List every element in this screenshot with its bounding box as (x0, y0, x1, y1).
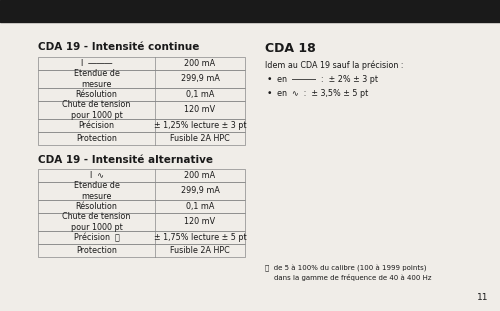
Text: Précision  ⓘ: Précision ⓘ (74, 233, 120, 242)
Text: Résolution: Résolution (76, 90, 118, 99)
Text: •: • (267, 75, 272, 84)
Text: 200 mA: 200 mA (184, 171, 216, 180)
Text: CDA 19 - Intensité continue: CDA 19 - Intensité continue (38, 42, 200, 52)
Text: Idem au CDA 19 sauf la précision :: Idem au CDA 19 sauf la précision : (265, 60, 404, 69)
Bar (38, 101, 245, 119)
Text: CDA 19 - Intensité alternative: CDA 19 - Intensité alternative (38, 155, 213, 165)
Text: 299,9 mA: 299,9 mA (180, 187, 220, 196)
Text: CDA 18: CDA 18 (265, 42, 316, 55)
Text: I  ―――: I ――― (81, 59, 112, 68)
Text: en  ―――  :  ± 2% ± 3 pt: en ――― : ± 2% ± 3 pt (277, 75, 378, 84)
Bar (38, 57, 245, 70)
Text: Chute de tension
pour 1000 pt: Chute de tension pour 1000 pt (62, 100, 130, 120)
Text: •: • (267, 89, 272, 98)
Text: Fusible 2A HPC: Fusible 2A HPC (170, 134, 230, 143)
Text: 120 mV: 120 mV (184, 105, 216, 114)
Text: ± 1,75% lecture ± 5 pt: ± 1,75% lecture ± 5 pt (154, 233, 246, 242)
Bar (38, 182, 245, 200)
Text: 120 mV: 120 mV (184, 217, 216, 226)
Bar (38, 200, 245, 213)
Text: dans la gamme de fréquence de 40 à 400 Hz: dans la gamme de fréquence de 40 à 400 H… (265, 274, 432, 281)
Text: 0,1 mA: 0,1 mA (186, 202, 214, 211)
Bar (38, 70, 245, 88)
Bar (38, 213, 245, 231)
Bar (38, 88, 245, 101)
Text: Fusible 2A HPC: Fusible 2A HPC (170, 246, 230, 255)
Text: I  ∿: I ∿ (90, 171, 104, 180)
Text: 299,9 mA: 299,9 mA (180, 75, 220, 83)
Text: Protection: Protection (76, 134, 117, 143)
Text: ⓘ  de 5 à 100% du calibre (100 à 1999 points): ⓘ de 5 à 100% du calibre (100 à 1999 poi… (265, 265, 426, 272)
Bar (38, 169, 245, 182)
Bar (38, 231, 245, 244)
Bar (38, 119, 245, 132)
Text: 0,1 mA: 0,1 mA (186, 90, 214, 99)
Text: Résolution: Résolution (76, 202, 118, 211)
Bar (0, 0, 500, 22)
Text: Chute de tension
pour 1000 pt: Chute de tension pour 1000 pt (62, 212, 130, 232)
Text: en  ∿  :  ± 3,5% ± 5 pt: en ∿ : ± 3,5% ± 5 pt (277, 89, 368, 98)
Text: 200 mA: 200 mA (184, 59, 216, 68)
Text: ± 1,25% lecture ± 3 pt: ± 1,25% lecture ± 3 pt (154, 121, 246, 130)
Bar (38, 244, 245, 257)
Text: Protection: Protection (76, 246, 117, 255)
Text: Etendue de
mesure: Etendue de mesure (74, 69, 120, 89)
Bar (38, 132, 245, 145)
Text: 11: 11 (476, 293, 488, 302)
Text: Précision: Précision (78, 121, 114, 130)
Text: Etendue de
mesure: Etendue de mesure (74, 181, 120, 201)
